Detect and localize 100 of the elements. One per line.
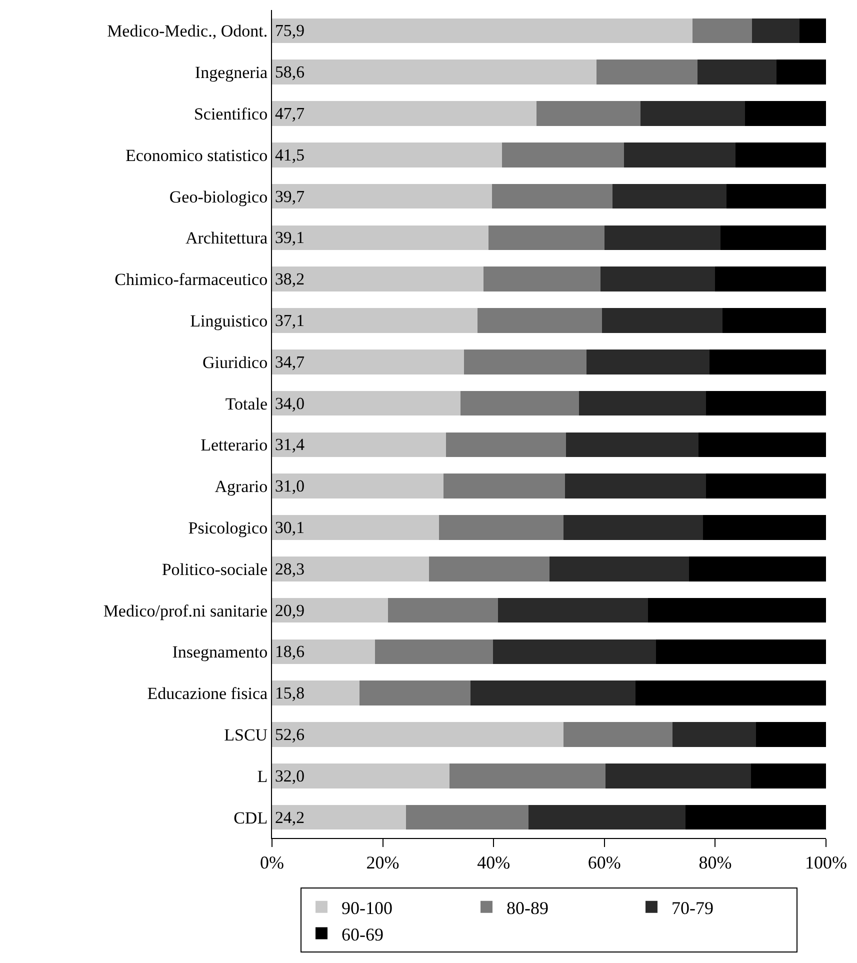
data-label: 30,1 — [275, 518, 304, 537]
data-label: 47,7 — [275, 104, 304, 123]
bar — [272, 18, 692, 44]
bar — [698, 432, 826, 458]
bar — [272, 432, 446, 458]
y-tick-label: Geo-biologico — [169, 187, 268, 206]
bar — [596, 60, 698, 85]
bar — [692, 18, 752, 44]
bar — [612, 184, 726, 209]
x-tick-label: 60% — [588, 852, 621, 873]
data-label: 31,4 — [275, 435, 306, 454]
bar — [656, 639, 826, 664]
data-label: 15,8 — [275, 684, 304, 703]
bar — [736, 142, 826, 168]
y-tick-label: LSCU — [224, 725, 268, 744]
bar — [272, 804, 406, 830]
y-tick-label: Politico-sociale — [162, 560, 268, 579]
y-tick-label: Insegnamento — [172, 642, 268, 662]
bar — [272, 101, 536, 126]
x-tick-label: 80% — [698, 852, 732, 873]
bar — [722, 308, 826, 333]
data-label: 52,6 — [275, 724, 304, 744]
y-tick-label: Medico-Medic., Odont. — [107, 22, 268, 41]
data-label: 37,1 — [275, 310, 304, 330]
bar — [484, 266, 601, 292]
bar — [563, 722, 673, 747]
bar — [272, 722, 564, 747]
bar — [502, 142, 624, 168]
bar — [449, 763, 606, 788]
bar — [360, 680, 470, 706]
y-tick-label: CDL — [234, 808, 268, 828]
y-tick-label: Agrario — [214, 477, 268, 496]
data-label: 24,2 — [275, 808, 304, 827]
y-tick-label: Architettura — [185, 228, 268, 248]
bar — [604, 225, 721, 250]
bar — [272, 308, 478, 333]
bar — [715, 266, 826, 292]
y-tick-label: Giuridico — [202, 352, 268, 372]
data-label: 34,0 — [275, 394, 304, 413]
x-tick-label: 0% — [260, 852, 284, 873]
y-tick-label: Chimico-farmaceutico — [114, 270, 268, 290]
bar — [272, 184, 492, 209]
bar — [602, 308, 722, 333]
data-label: 75,9 — [275, 21, 304, 40]
bar — [498, 598, 648, 623]
x-tick-label: 20% — [366, 852, 400, 873]
bar — [710, 349, 826, 374]
bar — [606, 763, 752, 788]
bar — [751, 763, 826, 788]
bar — [460, 390, 579, 416]
bar — [272, 639, 376, 664]
y-tick-label: Economico statistico — [125, 146, 268, 165]
bar — [697, 60, 777, 85]
legend-label: 60-69 — [342, 924, 384, 944]
x-tick-label: 40% — [477, 852, 510, 873]
data-label: 18,6 — [275, 642, 304, 662]
bar — [706, 390, 826, 416]
y-tick-label: Linguistico — [190, 311, 268, 330]
bar — [272, 390, 460, 416]
bar — [428, 556, 550, 582]
y-tick-label: Educazione fisica — [147, 684, 268, 704]
bar — [528, 804, 686, 830]
bar — [640, 101, 746, 126]
bar — [272, 60, 597, 85]
data-label: 31,0 — [275, 476, 304, 496]
bar — [488, 225, 604, 250]
bar — [799, 18, 826, 44]
bar — [726, 184, 826, 209]
bar — [756, 722, 826, 747]
legend-label: 90-100 — [342, 898, 392, 918]
bar — [444, 474, 566, 499]
bar — [706, 474, 826, 499]
bar — [272, 556, 429, 582]
data-label: 28,3 — [275, 559, 304, 578]
bar — [550, 556, 690, 582]
bar — [272, 142, 502, 168]
data-label: 20,9 — [275, 600, 304, 620]
bar — [272, 349, 464, 374]
bar — [703, 515, 826, 540]
data-label: 41,5 — [275, 145, 304, 164]
y-tick-label: Medico/prof.ni sanitarie — [103, 601, 268, 620]
legend-label: 70-79 — [672, 898, 714, 918]
bar — [648, 598, 826, 623]
bar — [720, 225, 826, 250]
bar — [272, 474, 444, 499]
bar — [375, 639, 494, 664]
bar — [685, 804, 826, 830]
bar — [565, 474, 706, 499]
bar — [586, 349, 710, 374]
bar — [464, 349, 587, 374]
y-tick-label: L — [257, 766, 268, 786]
data-label: 32,0 — [275, 766, 304, 786]
data-label: 34,7 — [275, 352, 304, 372]
bar — [578, 390, 706, 416]
data-label: 39,7 — [275, 186, 304, 206]
bar — [624, 142, 736, 168]
bar — [272, 266, 484, 292]
data-label: 39,1 — [275, 228, 304, 248]
bar — [563, 515, 704, 540]
y-tick-label: Scientifico — [194, 104, 268, 124]
